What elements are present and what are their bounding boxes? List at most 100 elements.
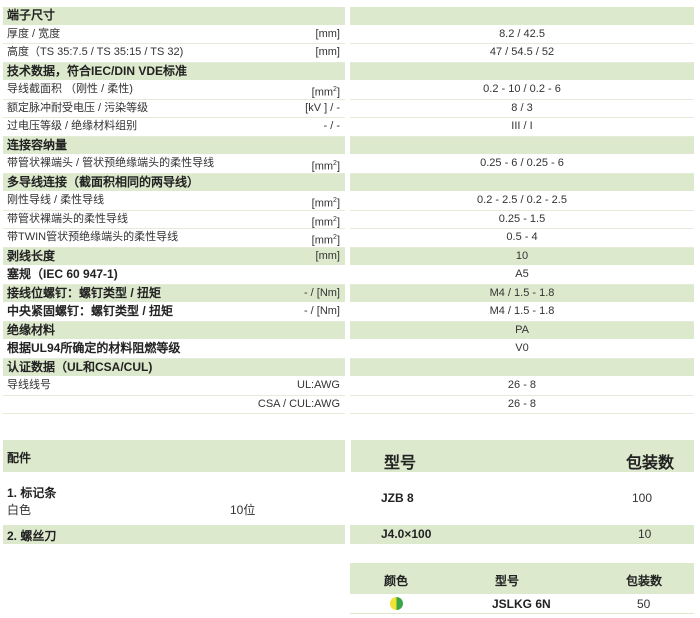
spec-label: 高度（TS 35:7.5 / TS 35:15 / TS 32) [7,46,184,58]
color-table-row: JSLKG 6N 50 [350,594,694,614]
item1-pack: 100 [632,491,653,505]
color-row-pack: 50 [637,597,651,611]
spec-row: CSA / CUL:AWG 26 - 8 [3,396,694,414]
spec-label: 中央紧固螺钉：螺钉类型 / 扭矩 [7,304,174,318]
spec-label-cell: 中央紧固螺钉：螺钉类型 / 扭矩 - / [Nm] [3,303,345,322]
col-pack: 包装数 [626,574,663,588]
spec-value: 26 - 8 [350,396,694,414]
spec-label-cell: CSA / CUL:AWG [3,396,345,414]
spec-unit: - / [Nm] [303,286,340,299]
spec-label: 接线位螺钉：螺钉类型 / 扭矩 [7,285,162,300]
item2-title: 2. 螺丝刀 [7,529,57,543]
spec-row: 技术数据，符合IEC/DIN VDE标准 [3,62,694,81]
spec-label-cell: 带管状裸端头 / 管状预绝缘端头的柔性导线 [mm2] [3,155,345,174]
spec-label-cell: 额定脉冲耐受电压 / 污染等级 [kV ] / - [3,100,345,118]
spec-unit: [mm2] [311,215,340,229]
spec-unit: [mm] [315,46,340,58]
spec-value: 0.2 - 10 / 0.2 - 6 [350,81,694,100]
spec-value: PA [350,321,694,340]
item2-row-right: J4.0×100 10 [350,525,694,544]
spec-row: 多导线连接（截面积相同的两导线） [3,173,694,192]
spec-value: 10 [350,247,694,266]
item2-model: J4.0×100 [381,527,432,541]
spec-unit: UL:AWG [297,379,340,391]
color-row-model: JSLKG 6N [492,597,551,611]
spec-value: V0 [350,340,694,359]
spec-label-cell: 绝缘材料 [3,321,345,340]
spec-value [350,62,694,81]
spec-label: 连接容纳量 [7,137,68,152]
spec-value: 0.25 - 6 / 0.25 - 6 [350,155,694,174]
spec-unit: [mm] [315,27,340,40]
spec-label-cell: 接线位螺钉：螺钉类型 / 扭矩 - / [Nm] [3,284,345,303]
spec-label-cell: 过电压等级 / 绝缘材料组别 - / - [3,118,345,137]
spec-value: 26 - 8 [350,377,694,396]
spec-value: 0.2 - 2.5 / 0.2 - 2.5 [350,192,694,211]
spec-label: 根据UL94所确定的材料阻燃等级 [7,341,181,355]
spec-row: 带TWIN管状预绝缘端头的柔性导线 [mm2] 0.5 - 4 [3,229,694,248]
spec-value [350,7,694,26]
spec-row: 厚度 / 宽度 [mm] 8.2 / 42.5 [3,26,694,44]
spec-value: III / I [350,118,694,137]
spec-label-cell: 技术数据，符合IEC/DIN VDE标准 [3,62,345,81]
spec-label: 端子尺寸 [7,8,56,22]
yellow-green-color-icon [390,597,403,610]
spec-row: 中央紧固螺钉：螺钉类型 / 扭矩 - / [Nm] M4 / 1.5 - 1.8 [3,303,694,322]
spec-row: 带管状裸端头的柔性导线 [mm2] 0.25 - 1.5 [3,211,694,229]
spec-value: M4 / 1.5 - 1.8 [350,303,694,322]
item1-title: 1. 标记条 [7,486,57,500]
spec-label: 带管状裸端头的柔性导线 [7,212,128,225]
spec-unit: - / [Nm] [303,305,340,317]
spec-row: 塞规（IEC 60 947-1) A5 [3,266,694,285]
spec-value [350,358,694,377]
spec-label: 塞规（IEC 60 947-1) [7,267,118,281]
spec-unit: - / - [323,120,341,132]
spec-row: 端子尺寸 [3,7,694,26]
spec-label-cell: 塞规（IEC 60 947-1) [3,266,345,285]
spec-row: 接线位螺钉：螺钉类型 / 扭矩 - / [Nm] M4 / 1.5 - 1.8 [3,284,694,303]
spec-unit: [mm2] [311,86,340,99]
spec-value: 0.5 - 4 [350,229,694,248]
spec-label-cell: 连接容纳量 [3,136,345,155]
spec-unit: [mm2] [311,234,340,247]
spec-unit: [mm2] [311,160,340,173]
spec-label: 带管状裸端头 / 管状预绝缘端头的柔性导线 [7,157,215,169]
spec-label-cell: 导线截面积 （刚性 / 柔性) [mm2] [3,81,345,100]
spec-label-cell: 刚性导线 / 柔性导线 [mm2] [3,192,345,211]
spec-label: 过电压等级 / 绝缘材料组别 [7,120,138,132]
item1-sub-value: 10位 [230,503,256,517]
spec-table: 端子尺寸 厚度 / 宽度 [mm] 8.2 / 42.5 高度（TS 35:7.5 / … [3,7,694,414]
spec-label-cell: 多导线连接（截面积相同的两导线） [3,173,345,192]
spec-label-cell: 厚度 / 宽度 [mm] [3,26,345,44]
col-model: 型号 [495,574,520,588]
spec-label-cell: 导线线号 UL:AWG [3,377,345,396]
spec-row: 额定脉冲耐受电压 / 污染等级 [kV ] / - 8 / 3 [3,100,694,118]
spec-row: 过电压等级 / 绝缘材料组别 - / - III / I [3,118,694,137]
spec-unit: [kV ] / - [305,101,340,114]
col-pack: 包装数 [626,455,675,472]
spec-value: M4 / 1.5 - 1.8 [350,284,694,303]
spec-value: 0.25 - 1.5 [350,211,694,229]
spec-label-cell: 根据UL94所确定的材料阻燃等级 [3,340,345,359]
accessories-header: 配件 [3,440,345,472]
spec-label: 认证数据（UL和CSA/CUL) [7,359,153,374]
spec-label: 导线线号 [7,379,51,391]
spec-label: 绝缘材料 [7,322,56,337]
accessories-title: 配件 [7,451,32,465]
spec-label: 导线截面积 （刚性 / 柔性) [7,83,133,95]
spec-label-cell: 端子尺寸 [3,7,345,26]
color-table-header: 颜色 型号 包装数 [350,563,694,594]
spec-unit: [mm2] [311,197,340,210]
item1-model: JZB 8 [381,491,414,505]
spec-label-cell: 高度（TS 35:7.5 / TS 35:15 / TS 32) [mm] [3,44,345,63]
spec-label-cell: 剥线长度 [mm] [3,247,345,266]
spec-value: 8 / 3 [350,100,694,118]
spec-row: 认证数据（UL和CSA/CUL) [3,358,694,377]
spec-row: 导线线号 UL:AWG 26 - 8 [3,377,694,396]
spec-label: 带TWIN管状预绝缘端头的柔性导线 [7,231,179,243]
spec-unit: [mm] [315,249,340,262]
spec-row: 绝缘材料 PA [3,321,694,340]
spec-label: 技术数据，符合IEC/DIN VDE标准 [7,63,188,78]
spec-label-cell: 带管状裸端头的柔性导线 [mm2] [3,211,345,229]
spec-label-cell: 带TWIN管状预绝缘端头的柔性导线 [mm2] [3,229,345,248]
